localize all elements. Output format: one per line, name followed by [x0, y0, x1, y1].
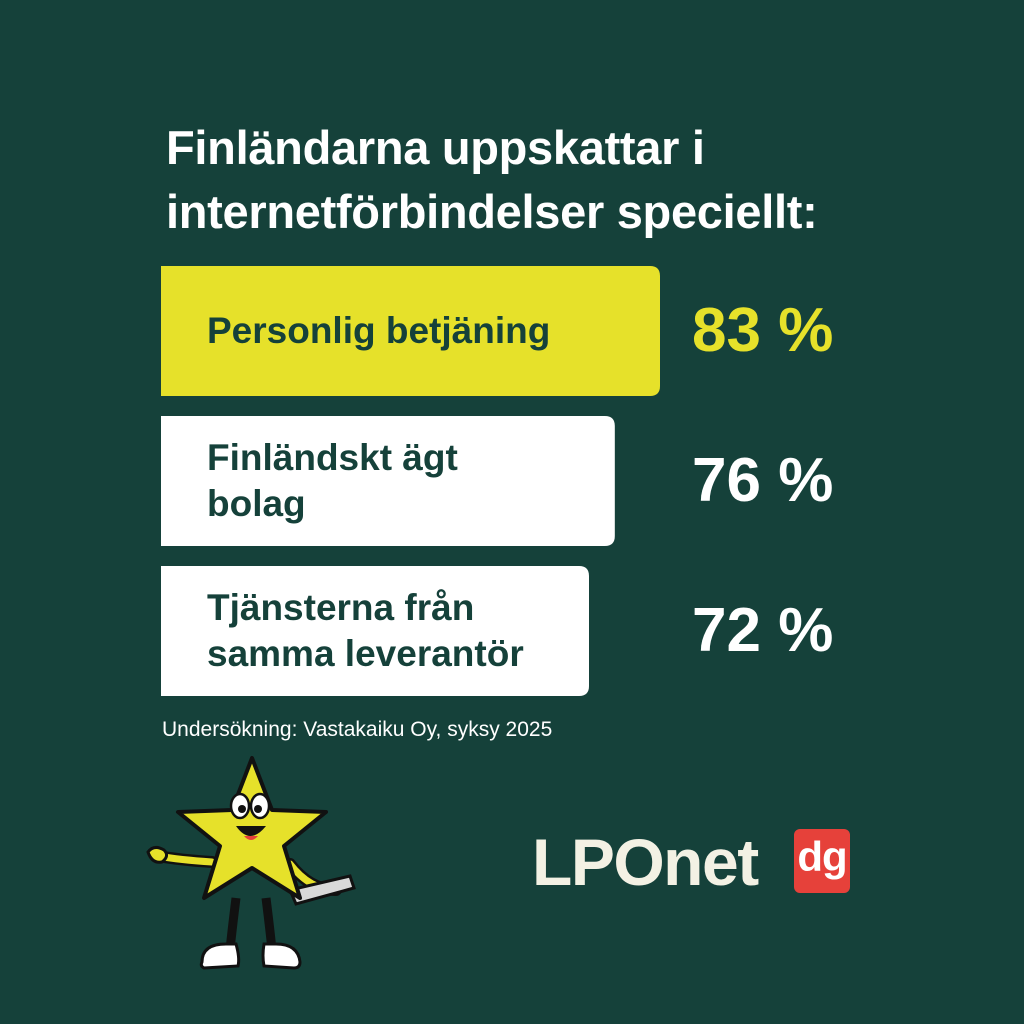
bar-label-3: Tjänsterna från samma leverantör — [207, 585, 524, 677]
dg-badge: dg — [794, 829, 850, 893]
value-label-1: 83 % — [692, 296, 834, 365]
value-label-2: 76 % — [692, 446, 834, 515]
bar-label-2: Finländskt ägt bolag — [207, 435, 458, 527]
bar-label-line: Personlig betjäning — [207, 310, 551, 351]
bar-label-line: bolag — [207, 483, 306, 524]
bar-2 — [161, 416, 615, 546]
star-mascot-illustration — [146, 756, 356, 970]
bar-3 — [161, 566, 589, 696]
title-line-1: Finländarna uppskattar i — [166, 121, 705, 174]
value-label-3: 72 % — [692, 596, 834, 665]
bar-label-1: Personlig betjäning — [207, 308, 550, 354]
chart-title: Finländarna uppskattar i internetförbind… — [166, 116, 926, 244]
bar-label-line: Finländskt ägt — [207, 437, 458, 478]
bar-1 — [161, 266, 660, 396]
bar-label-line: Tjänsterna från — [207, 587, 475, 628]
title-line-2: internetförbindelser speciellt: — [166, 185, 818, 238]
source-note: Undersökning: Vastakaiku Oy, syksy 2025 — [162, 718, 553, 741]
lponet-logo: LPOnet — [532, 825, 759, 899]
bar-label-line: samma leverantör — [207, 633, 524, 674]
